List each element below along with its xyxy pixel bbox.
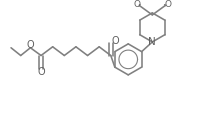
Text: O: O — [165, 0, 172, 9]
Text: N: N — [148, 37, 156, 47]
Text: O: O — [27, 40, 34, 50]
Text: O: O — [112, 36, 120, 46]
Text: O: O — [133, 0, 140, 9]
Text: O: O — [37, 67, 45, 77]
